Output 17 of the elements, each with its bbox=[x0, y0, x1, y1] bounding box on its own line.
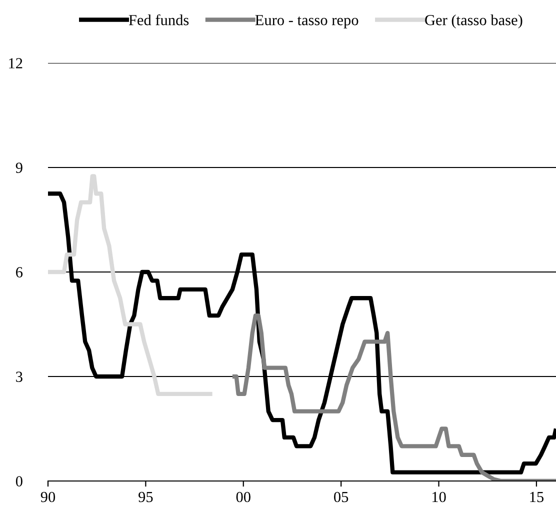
x-tick-label: 90 bbox=[40, 492, 56, 502]
line-series bbox=[48, 174, 214, 396]
legend-label: Ger (tasso base) bbox=[425, 14, 522, 28]
legend-label: Fed funds bbox=[128, 14, 189, 26]
x-tick-label: 00 bbox=[236, 492, 250, 502]
y-tick-label: 3 bbox=[16, 372, 22, 382]
line-series bbox=[48, 192, 556, 474]
y-tick-label: 6 bbox=[16, 267, 23, 278]
y-tick-label: 9 bbox=[16, 162, 22, 173]
y-tick-label: 12 bbox=[9, 58, 22, 68]
x-tick-label: 95 bbox=[138, 492, 153, 502]
x-tick-label: 10 bbox=[432, 492, 446, 502]
y-tick-label: 0 bbox=[16, 476, 22, 486]
x-tick-label: 05 bbox=[334, 492, 348, 502]
line-series bbox=[230, 313, 556, 481]
x-tick-label: 15 bbox=[530, 492, 544, 502]
legend-label: Euro - tasso repo bbox=[255, 15, 358, 28]
